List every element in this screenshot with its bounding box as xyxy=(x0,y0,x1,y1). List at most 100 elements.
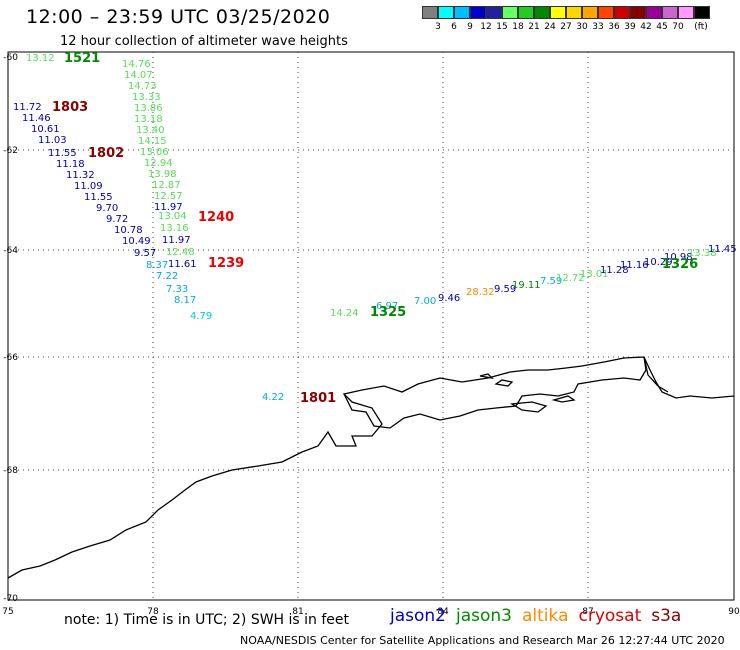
wave-height-reading: 12.72 xyxy=(556,273,585,284)
wave-height-reading: 11.09 xyxy=(74,181,103,192)
legend-swatch xyxy=(486,6,502,19)
wave-height-reading: 13.40 xyxy=(136,125,165,136)
pass-time-label: 1801 xyxy=(300,391,336,406)
legend-label: 21 xyxy=(528,22,540,32)
wave-height-reading: 9.72 xyxy=(106,214,128,225)
satellite-legend-item: cryosat xyxy=(578,606,642,626)
legend-label: 18 xyxy=(512,22,524,32)
pass-time-label: 1325 xyxy=(370,305,406,320)
legend-label: 15 xyxy=(496,22,508,32)
wave-height-reading: 10.98 xyxy=(664,252,693,263)
wave-height-reading: 13.01 xyxy=(580,269,609,280)
legend-swatch xyxy=(582,6,598,19)
latitude-label: -68 xyxy=(3,466,18,476)
pass-time-label: 1521 xyxy=(64,51,100,66)
wave-height-reading: 14.24 xyxy=(330,308,359,319)
pass-time-label: 1240 xyxy=(198,210,234,225)
wave-height-reading: 28.32 xyxy=(466,287,495,298)
map-frame xyxy=(7,51,735,601)
legend-swatch xyxy=(630,6,646,19)
wave-height-reading: 14.15 xyxy=(138,136,167,147)
wave-height-reading: 7.59 xyxy=(540,276,562,287)
latitude-label: -62 xyxy=(3,146,18,156)
wave-height-reading: 13.38 xyxy=(688,248,717,259)
wave-height-reading: 7.33 xyxy=(166,284,188,295)
wave-height-reading: 11.46 xyxy=(22,113,51,124)
wave-height-reading: 10.78 xyxy=(114,225,143,236)
footer-note: note: 1) Time is in UTC; 2) SWH is in fe… xyxy=(64,612,350,628)
wave-height-reading: 13.33 xyxy=(132,92,161,103)
map-gridlines xyxy=(8,52,734,600)
legend-label: 6 xyxy=(451,22,457,32)
legend-label: 36 xyxy=(608,22,620,32)
wave-height-reading: 11.32 xyxy=(66,170,95,181)
latitude-label: -70 xyxy=(3,594,18,604)
wave-height-reading: 9.46 xyxy=(438,293,460,304)
wave-height-reading: 11.55 xyxy=(48,148,77,159)
wave-height-reading: 4.79 xyxy=(190,311,212,322)
wave-height-reading: 8.37 xyxy=(146,260,168,271)
wave-height-reading: 13.86 xyxy=(134,103,163,114)
wave-height-reading: 13.16 xyxy=(160,223,189,234)
wave-height-reading: 12.57 xyxy=(154,191,183,202)
wave-height-reading: 9.57 xyxy=(134,248,156,259)
page-title: 12:00 – 23:59 UTC 03/25/2020 xyxy=(26,6,331,28)
coastline xyxy=(7,356,735,579)
wave-height-reading: 13.04 xyxy=(158,211,187,222)
legend-label: 9 xyxy=(467,22,473,32)
legend-label: 3 xyxy=(435,22,441,32)
wave-height-reading: 7.22 xyxy=(156,271,178,282)
longitude-label: 75 xyxy=(2,607,13,617)
longitude-label: 81 xyxy=(292,607,303,617)
wave-height-reading: 13.12 xyxy=(26,53,55,64)
wave-height-reading: 7.00 xyxy=(414,296,436,307)
wave-height-reading: 9.59 xyxy=(494,284,516,295)
wave-height-reading: 11.28 xyxy=(600,265,629,276)
wave-height-reading: 10.61 xyxy=(31,124,60,135)
wave-height-reading: 11.61 xyxy=(168,259,197,270)
pass-time-label: 1239 xyxy=(208,256,244,271)
longitude-labels: 75 78 81 84 87 90 xyxy=(2,607,740,617)
wave-height-readings: 13.1211.7211.4610.6111.0311.5511.1811.32… xyxy=(13,53,737,403)
pass-time-label: 1803 xyxy=(52,100,88,115)
wave-height-reading: 10.49 xyxy=(122,236,151,247)
legend-swatch xyxy=(614,6,630,19)
legend-unit: (ft) xyxy=(694,22,708,32)
legend-swatch xyxy=(422,6,438,19)
longitude-label: 78 xyxy=(147,607,159,617)
wave-height-reading: 11.72 xyxy=(13,102,42,113)
legend-label: 27 xyxy=(560,22,572,32)
wave-height-reading: 14.76 xyxy=(122,59,151,70)
latitude-label: -60 xyxy=(3,53,18,63)
legend-swatch xyxy=(470,6,486,19)
pass-time-labels: 1521 1803 1802 1240 1239 1325 1326 1801 xyxy=(52,51,698,406)
legend-swatch xyxy=(598,6,614,19)
wave-height-reading: 14.07 xyxy=(124,70,153,81)
legend-swatch xyxy=(646,6,662,19)
pass-time-label: 1326 xyxy=(662,257,698,272)
legend-label: 12 xyxy=(480,22,492,32)
wave-height-reading: 12.94 xyxy=(144,158,173,169)
wave-height-reading: 11.16 xyxy=(620,260,649,271)
wave-height-reading: 12.87 xyxy=(152,180,181,191)
wave-height-reading: 19.11 xyxy=(512,280,541,291)
longitude-label: 90 xyxy=(728,607,740,617)
legend-label: 39 xyxy=(624,22,636,32)
wave-height-reading: 11.97 xyxy=(154,202,183,213)
satellite-legend-item: altika xyxy=(522,606,569,626)
legend-swatch xyxy=(502,6,518,19)
longitude-label: 84 xyxy=(437,607,449,617)
wave-height-reading: 11.03 xyxy=(38,135,67,146)
satellite-legend-item: jason3 xyxy=(456,606,512,626)
legend-label: 45 xyxy=(656,22,668,32)
pass-time-label: 1802 xyxy=(88,146,124,161)
latitude-labels: -60 -62 -64 -66 -68 -70 xyxy=(3,53,18,604)
longitude-label: 87 xyxy=(582,607,593,617)
wave-height-reading: 13.18 xyxy=(134,114,163,125)
legend-label: 30 xyxy=(576,22,588,32)
wave-height-reading: 10.29 xyxy=(644,257,673,268)
wave-height-reading: 9.70 xyxy=(96,203,118,214)
satellite-legend-item: jason2 xyxy=(390,606,446,626)
wave-height-reading: 12.48 xyxy=(166,247,195,258)
wave-height-reading: 13.06 xyxy=(140,147,169,158)
